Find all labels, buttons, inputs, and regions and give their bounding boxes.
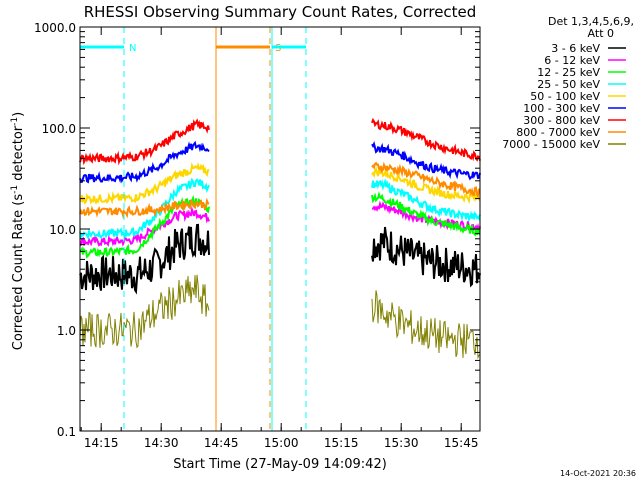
legend-header-detectors: Det 1,3,4,5,6,9, — [548, 15, 634, 28]
series-line — [79, 162, 481, 206]
flag-label: N — [129, 43, 136, 54]
legend-label: 50 - 100 keV — [530, 90, 600, 103]
series-line — [79, 117, 481, 166]
x-tick-label: 15:30 — [384, 436, 419, 450]
series-100to300keV — [79, 140, 481, 184]
legend-label: 25 - 50 keV — [537, 78, 600, 91]
x-tick-label: 14:45 — [204, 436, 239, 450]
series-line — [79, 200, 481, 247]
y-tick-label: 0.1 — [57, 425, 76, 439]
legend-label: 100 - 300 keV — [523, 102, 600, 115]
series-line — [79, 223, 481, 295]
x-tick-label: 15:45 — [444, 436, 479, 450]
legend-label: 800 - 7000 keV — [516, 126, 600, 139]
x-tick-label: 15:15 — [324, 436, 359, 450]
x-tick-label: 15:00 — [264, 436, 299, 450]
series-line — [79, 191, 481, 259]
series-line — [79, 161, 481, 220]
series-12to25keV — [79, 191, 481, 259]
y-tick-label: 100.0 — [42, 122, 76, 136]
series-6to12keV — [79, 200, 481, 247]
legend-label: 7000 - 15000 keV — [502, 138, 600, 151]
x-axis: 14:15 14:30 14:45 15:00 15:15 15:30 15:45 — [80, 27, 479, 450]
series-line — [79, 140, 481, 184]
y-tick-label: 1.0 — [57, 324, 76, 338]
x-tick-label: 14:15 — [84, 436, 119, 450]
series-line — [79, 177, 481, 241]
series-line — [79, 274, 481, 360]
series-3to6keV — [79, 223, 481, 295]
axes: 14:15 14:30 14:45 15:00 15:15 15:30 15:45 1000… — [34, 21, 481, 450]
x-tick-label: 14:30 — [144, 436, 179, 450]
legend-header-attenuator: Att 0 — [588, 27, 614, 40]
series-800to7000keV — [79, 161, 481, 220]
x-axis-label: Start Time (27-May-09 14:09:42) — [173, 457, 387, 472]
y-tick-label: 10.0 — [49, 223, 76, 237]
y-tick-label: 1000.0 — [34, 21, 76, 35]
series-300to800keV — [79, 117, 481, 166]
y-axis-label: Corrected Count Rate (s-1 detector-1) — [10, 112, 26, 350]
series-50to100keV — [79, 162, 481, 206]
legend-label: 300 - 800 keV — [523, 114, 600, 127]
flags: NS — [80, 27, 307, 431]
series-25to50keV — [79, 177, 481, 241]
legend-label: 12 - 25 keV — [537, 66, 600, 79]
y-axis: 1000.0 100.0 10.0 1.0 0.1 — [34, 21, 480, 439]
legend-label: 6 - 12 keV — [544, 54, 600, 67]
footer-timestamp: 14-Oct-2021 20:36 — [560, 469, 636, 478]
chart-title: RHESSI Observing Summary Count Rates, Co… — [84, 3, 477, 21]
legend-label: 3 - 6 keV — [551, 42, 600, 55]
series-7000to15000keV — [79, 274, 481, 360]
plot-area: NS — [79, 27, 481, 431]
